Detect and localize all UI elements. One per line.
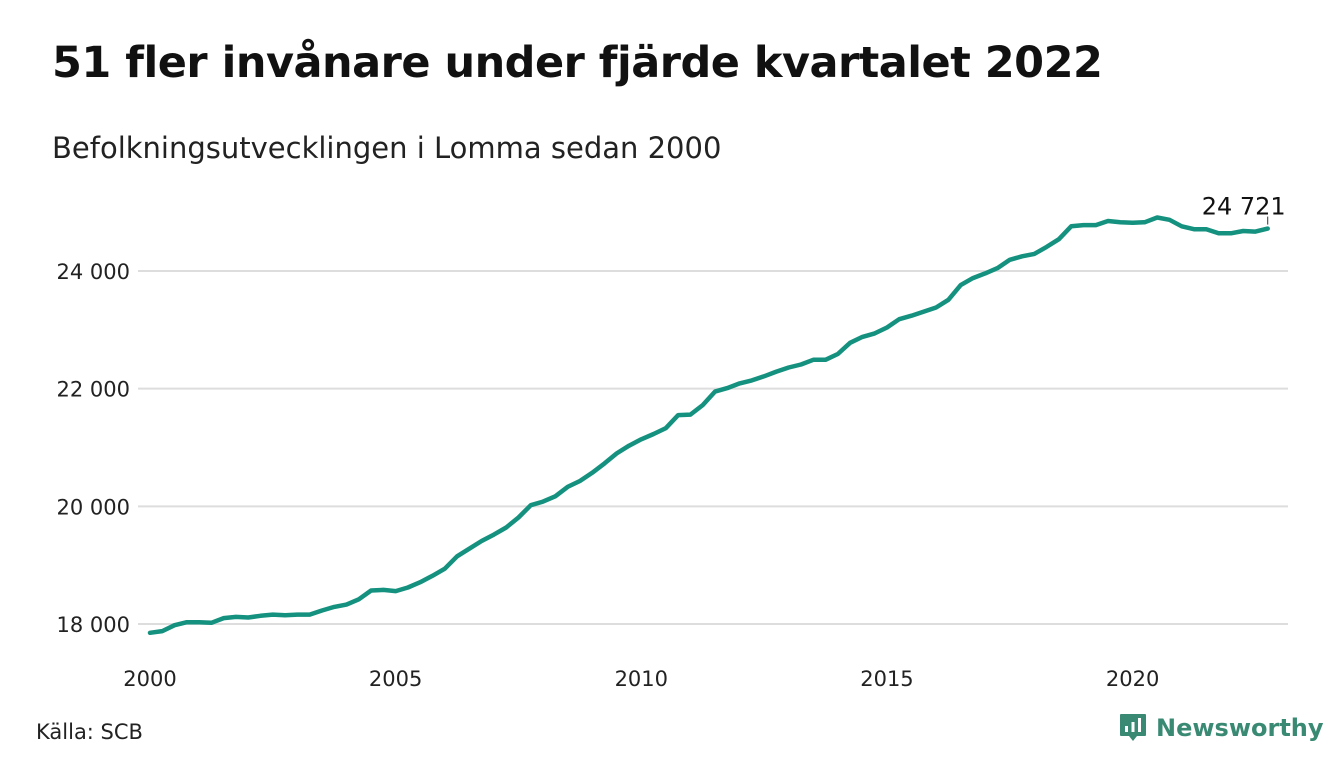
end-value-label: 24 721 <box>1202 193 1286 221</box>
newsworthy-logo-icon <box>1120 714 1146 741</box>
brand-logo: Newsworthy <box>1118 712 1324 744</box>
y-axis-tick-labels: 18 000 20 000 22 000 24 000 <box>57 260 130 637</box>
y-tick-label: 24 000 <box>57 260 130 284</box>
x-tick-label: 2005 <box>369 667 422 691</box>
chart-subtitle: Befolkningsutvecklingen i Lomma sedan 20… <box>52 131 722 165</box>
population-series-line <box>147 215 1270 636</box>
x-tick-label: 2000 <box>123 667 176 691</box>
y-tick-label: 18 000 <box>57 613 130 637</box>
x-tick-label: 2010 <box>615 667 668 691</box>
data-labels: 24 721 <box>1202 193 1286 225</box>
gridlines <box>138 270 1288 625</box>
chart-title: 51 fler invånare under fjärde kvartalet … <box>52 38 1103 88</box>
x-axis-tick-labels: 2000 2005 2010 2015 2020 <box>123 667 1159 691</box>
x-tick-label: 2015 <box>860 667 913 691</box>
y-tick-label: 20 000 <box>57 495 130 519</box>
brand-name: Newsworthy <box>1156 714 1324 742</box>
data-series <box>147 215 1270 636</box>
x-tick-label: 2020 <box>1106 667 1159 691</box>
source-note: Källa: SCB <box>36 720 143 744</box>
y-tick-label: 22 000 <box>57 378 130 402</box>
